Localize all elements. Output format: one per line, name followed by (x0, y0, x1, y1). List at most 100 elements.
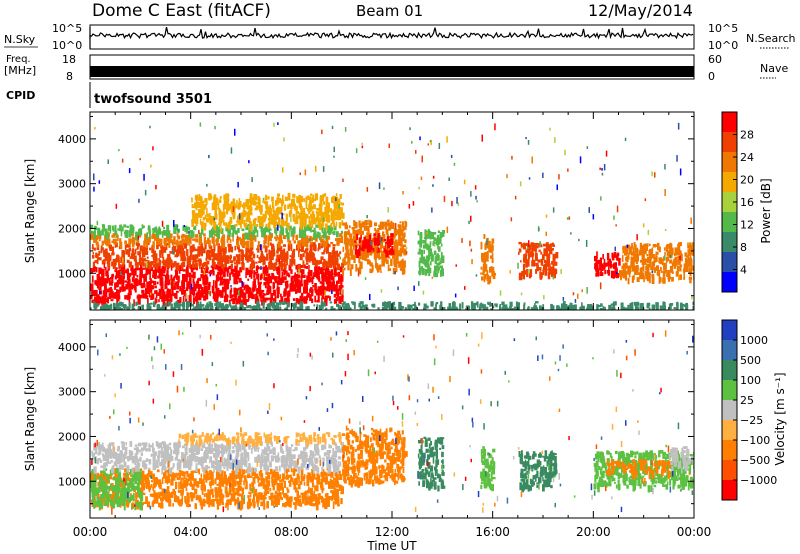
scatter-mark (308, 224, 312, 232)
scatter-mark (663, 247, 666, 251)
scatter-mark (273, 262, 278, 266)
scatter-mark (299, 283, 303, 287)
scatter-mark (190, 237, 192, 245)
scatter-mark (152, 250, 155, 257)
scatter-mark (647, 229, 650, 235)
scatter-mark (214, 487, 218, 493)
scatter-mark (313, 257, 316, 261)
scatter-mark (455, 264, 457, 267)
scatter-mark (286, 272, 290, 277)
scatter-mark (333, 146, 335, 153)
scatter-mark (237, 227, 240, 233)
scatter-mark (195, 238, 199, 243)
scatter-mark (100, 245, 103, 253)
scatter-mark (267, 196, 270, 200)
scatter-mark (229, 260, 234, 263)
scatter-mark (366, 222, 369, 225)
scatter-mark (304, 287, 308, 294)
scatter-mark (418, 248, 422, 253)
scatter-mark (263, 503, 266, 510)
scatter-mark (393, 228, 397, 237)
scatter-mark (335, 471, 337, 477)
scatter-mark (321, 226, 324, 231)
scatter-mark (328, 480, 330, 487)
scatter-mark (213, 253, 217, 261)
scatter-mark (189, 481, 193, 485)
scatter-mark (154, 478, 159, 485)
scatter-mark (588, 305, 590, 310)
scatter-mark (641, 254, 645, 261)
scatter-mark (302, 274, 306, 278)
scatter-mark (335, 481, 340, 488)
scatter-mark (188, 295, 192, 301)
scatter-mark (313, 217, 317, 225)
scatter-mark (219, 494, 223, 499)
scatter-mark (223, 222, 226, 226)
scatter-mark (688, 244, 692, 248)
scatter-mark (126, 259, 130, 263)
scatter-mark (138, 279, 142, 286)
scatter-mark (335, 250, 338, 255)
scatter-mark (201, 221, 204, 229)
scatter-mark (176, 233, 179, 238)
scatter-mark (111, 240, 115, 244)
scatter-mark (523, 302, 526, 305)
scatter-mark (300, 229, 303, 236)
scatter-mark (601, 168, 603, 171)
scatter-mark (303, 296, 306, 304)
scatter-mark (209, 218, 213, 225)
scatter-mark (533, 305, 535, 310)
scatter-mark (405, 250, 408, 255)
scatter-mark (284, 196, 288, 201)
scatter-mark (145, 481, 148, 489)
scatter-mark (248, 218, 251, 224)
scatter-mark (295, 479, 298, 486)
scatter-mark (645, 245, 648, 251)
scatter-mark (679, 242, 682, 246)
scatter-mark (332, 260, 336, 267)
scatter-mark (178, 240, 183, 246)
scatter-mark (374, 222, 377, 227)
scatter-mark (205, 290, 209, 294)
scatter-mark (482, 253, 486, 256)
scatter-mark (527, 247, 529, 250)
scatter-mark (652, 244, 656, 248)
scatter-mark (326, 225, 330, 230)
scatter-mark (687, 257, 691, 262)
scatter-mark (271, 196, 274, 202)
scatter-mark (538, 249, 541, 252)
scatter-mark (151, 480, 154, 483)
scatter-mark (201, 226, 204, 235)
scatter-mark (107, 225, 112, 231)
scatter-mark (276, 197, 279, 205)
scatter-mark (339, 266, 343, 273)
scatter-mark (664, 268, 667, 273)
scatter-mark (322, 487, 325, 491)
scatter-mark (257, 241, 260, 249)
scatter-mark (539, 308, 543, 310)
scatter-mark (188, 230, 190, 234)
scatter-mark (318, 203, 321, 208)
scatter-mark (119, 264, 122, 270)
scatter-mark (235, 254, 239, 257)
scatter-mark (310, 476, 314, 482)
scatter-mark (247, 495, 250, 499)
colorbar-segment (722, 212, 737, 233)
scatter-mark (261, 477, 264, 483)
scatter-mark (139, 261, 143, 265)
scatter-mark (230, 205, 233, 213)
scatter-mark (225, 491, 229, 498)
scatter-mark (486, 239, 488, 246)
scatter-mark (344, 253, 346, 258)
scatter-mark (314, 477, 318, 480)
scatter-mark (283, 137, 285, 142)
scatter-mark (332, 485, 336, 489)
scatter-mark (305, 254, 308, 259)
scatter-mark (470, 301, 474, 310)
scatter-mark (208, 154, 210, 159)
scatter-mark (201, 244, 203, 249)
scatter-mark (336, 263, 341, 271)
scatter-mark (620, 272, 623, 278)
scatter-mark (356, 233, 358, 240)
scatter-mark (378, 264, 382, 271)
